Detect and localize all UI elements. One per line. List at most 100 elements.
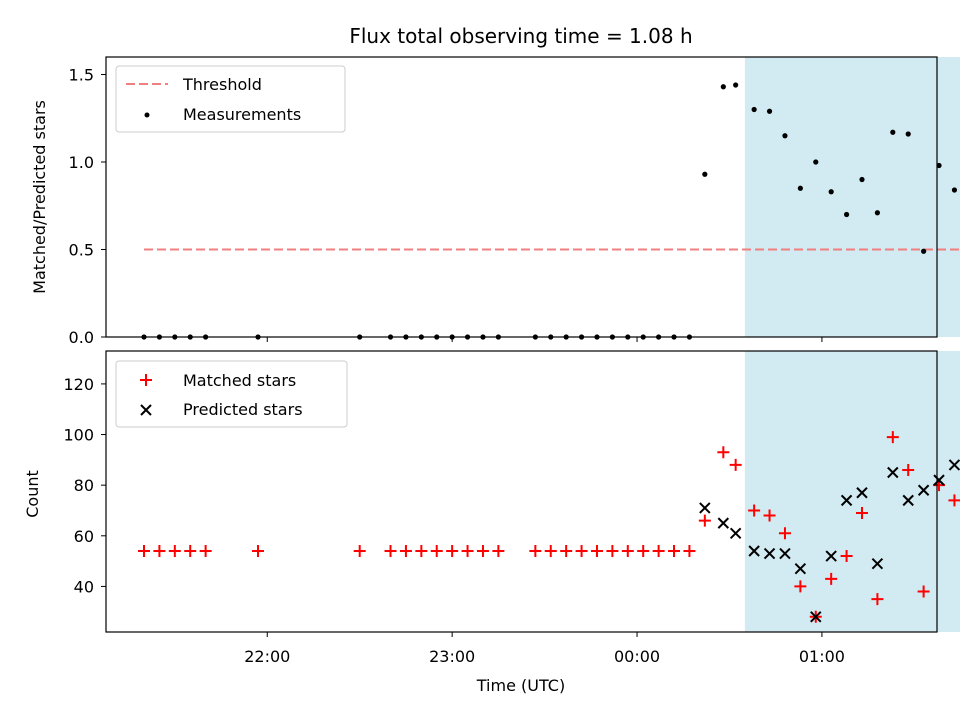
- chart-title: Flux total observing time = 1.08 h: [349, 24, 692, 48]
- predicted-star-point: [902, 494, 914, 507]
- measurement-point: [782, 133, 788, 139]
- matched-star-point: [184, 544, 197, 557]
- matched-star-point: [353, 544, 366, 557]
- legend-threshold-label: Threshold: [182, 75, 262, 94]
- bottom-y-axis-label: Count: [23, 470, 42, 518]
- measurement-point: [797, 185, 803, 191]
- matched-star-point: [886, 431, 899, 444]
- matched-star-point: [415, 544, 428, 557]
- y-tick-label: 60: [74, 527, 94, 546]
- x-tick-label: 01:00: [799, 647, 845, 666]
- matched-star-point: [544, 544, 557, 557]
- y-tick-label: 80: [74, 476, 94, 495]
- x-tick-label: 23:00: [429, 647, 475, 666]
- top-legend-box: [115, 65, 346, 133]
- matched-star-point: [652, 544, 665, 557]
- matched-star-point: [492, 544, 505, 557]
- predicted-star-point: [933, 474, 945, 486]
- top-legend: Threshold Measurements: [115, 65, 346, 133]
- measurement-point: [890, 129, 896, 135]
- matched-star-point: [763, 509, 776, 522]
- predicted-star-point: [856, 487, 868, 499]
- measurement-point: [702, 171, 708, 177]
- legend-measurements-swatch: [144, 112, 150, 118]
- measurement-point: [951, 187, 958, 193]
- predicted-star-point: [729, 527, 742, 539]
- bottom-shaded-span: [744, 351, 960, 632]
- matched-star-point: [621, 544, 634, 557]
- x-tick-label: 22:00: [244, 647, 290, 666]
- measurement-point: [859, 176, 865, 183]
- matched-star-point: [637, 544, 650, 557]
- predicted-star-point: [840, 494, 853, 507]
- matched-star-point: [825, 572, 838, 585]
- matched-star-point: [476, 544, 489, 557]
- predicted-star-point: [763, 547, 776, 560]
- predicted-star-point: [699, 502, 711, 514]
- matched-star-point: [698, 514, 711, 527]
- predicted-star-point: [825, 550, 837, 562]
- x-tick-label: 00:00: [614, 647, 660, 666]
- matched-star-point: [430, 544, 443, 557]
- predicted-star-point: [887, 466, 899, 479]
- top-x-ticks: [266, 337, 823, 342]
- matched-star-point: [917, 585, 930, 598]
- matched-star-point: [590, 544, 603, 557]
- matched-star-point: [138, 544, 150, 557]
- matched-star-point: [560, 544, 573, 557]
- measurement-point: [766, 108, 773, 114]
- predicted-star-point: [717, 517, 730, 529]
- legend-predicted-label: Predicted stars: [183, 400, 303, 419]
- matched-star-point: [748, 504, 761, 517]
- matched-star-point: [575, 544, 588, 557]
- measurement-point: [905, 131, 911, 137]
- measurement-point: [874, 210, 881, 216]
- bottom-legend: Matched stars Predicted stars: [115, 360, 348, 428]
- matched-star-point: [384, 544, 397, 557]
- matched-star-point: [199, 544, 212, 557]
- measurement-point: [936, 162, 942, 169]
- matched-star-point: [461, 544, 474, 557]
- predicted-star-point: [779, 547, 791, 560]
- matched-star-point: [729, 458, 742, 471]
- matched-star-point: [529, 544, 542, 557]
- top-panel: 0.0 0.5 1.0 1.5 Matched/Predicted stars Thr…: [30, 56, 960, 347]
- y-tick-label: 0.5: [69, 241, 94, 260]
- matched-star-point: [683, 544, 696, 557]
- matched-star-point: [717, 446, 730, 459]
- matched-star-points: [138, 431, 960, 623]
- top-shaded-span: [744, 57, 960, 337]
- y-tick-label: 1.5: [69, 66, 94, 85]
- top-axes-frame: [105, 56, 938, 338]
- y-tick-label: 1.0: [69, 153, 94, 172]
- matched-star-point: [794, 580, 807, 593]
- matched-star-point: [948, 494, 960, 507]
- predicted-star-point: [871, 557, 884, 570]
- predicted-star-point: [948, 459, 960, 471]
- top-y-ticks: 0.0 0.5 1.0 1.5: [69, 66, 106, 347]
- matched-star-point: [840, 550, 853, 563]
- measurement-point: [720, 84, 726, 90]
- matched-star-point: [399, 544, 412, 557]
- matched-star-point: [252, 544, 265, 557]
- predicted-star-point: [810, 611, 822, 623]
- matched-star-point: [168, 544, 181, 557]
- legend-matched-label: Matched stars: [183, 371, 296, 390]
- y-tick-label: 120: [63, 375, 94, 394]
- matched-star-point: [855, 507, 868, 520]
- x-axis-label: Time (UTC): [476, 676, 565, 695]
- predicted-star-point: [748, 545, 760, 557]
- matched-star-point: [871, 593, 884, 606]
- matched-star-point: [446, 544, 459, 557]
- matched-star-point: [778, 527, 791, 540]
- bottom-y-ticks: 40 60 80 100 120: [63, 375, 106, 596]
- predicted-star-point: [794, 563, 807, 575]
- matched-star-point: [668, 544, 681, 557]
- y-tick-label: 40: [74, 577, 94, 596]
- measurement-point: [751, 106, 757, 113]
- measurement-point: [828, 189, 834, 195]
- measurement-point: [921, 248, 927, 254]
